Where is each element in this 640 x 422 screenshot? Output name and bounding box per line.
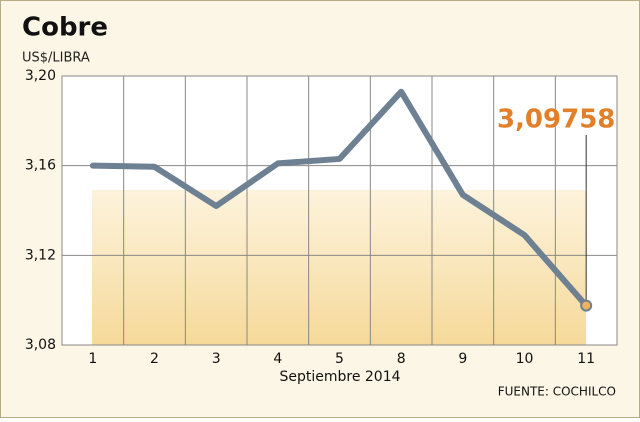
y-tick-label: 3,16 bbox=[25, 158, 56, 174]
x-tick-label: 1 bbox=[88, 351, 97, 367]
chart-title: Cobre bbox=[22, 13, 108, 43]
x-tick-label: 10 bbox=[516, 351, 534, 367]
x-tick-label: 9 bbox=[458, 351, 467, 367]
value-label: 3,09758 bbox=[497, 105, 615, 135]
area-fill bbox=[92, 190, 586, 345]
subtitle: US$/LIBRA bbox=[22, 51, 90, 66]
y-tick-label: 3,08 bbox=[25, 337, 56, 353]
y-tick-label: 3,12 bbox=[25, 247, 56, 263]
x-tick-label: 8 bbox=[397, 351, 406, 367]
x-tick-label: 4 bbox=[273, 351, 282, 367]
y-tick-label: 3,20 bbox=[25, 68, 56, 84]
point-marker bbox=[580, 299, 593, 312]
series-line bbox=[89, 88, 590, 309]
x-axis-label: Septiembre 2014 bbox=[279, 369, 400, 385]
x-tick-label: 3 bbox=[212, 351, 221, 367]
x-tick-label: 11 bbox=[577, 351, 595, 367]
x-tick-label: 5 bbox=[335, 351, 344, 367]
x-tick-label: 2 bbox=[150, 351, 159, 367]
source: FUENTE: COCHILCO bbox=[498, 385, 616, 399]
plot-border bbox=[61, 75, 618, 346]
